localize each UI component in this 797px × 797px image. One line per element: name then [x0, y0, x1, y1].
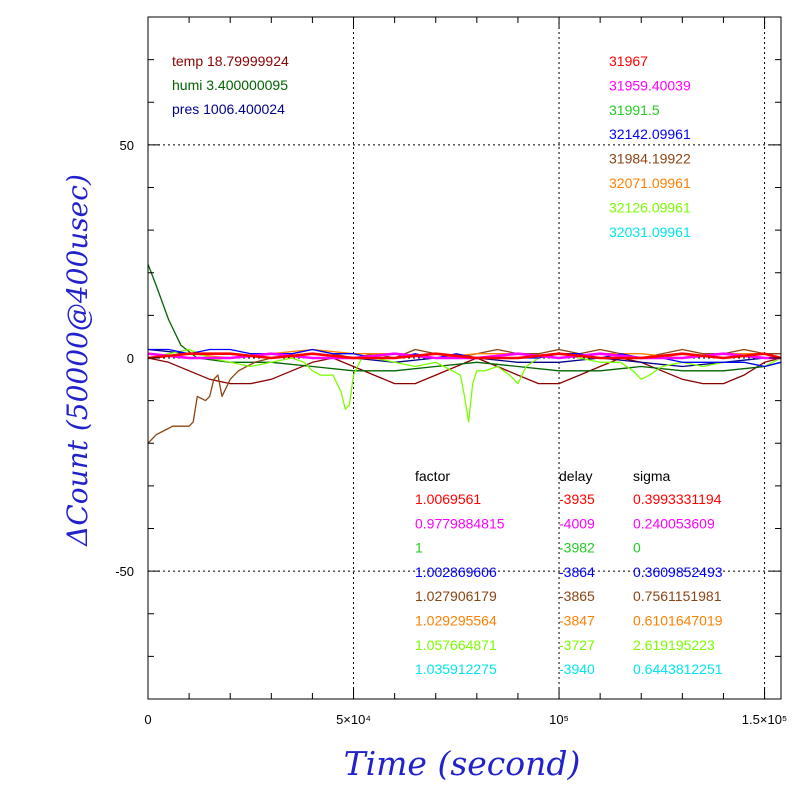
annotations: temp 18.79999924 humi 3.400000095 pres 100…	[172, 53, 723, 677]
table-header: delay	[559, 468, 592, 484]
series-line-8	[148, 352, 781, 360]
series-lines	[148, 263, 781, 444]
table-cell: 1.002869606	[415, 564, 497, 580]
count-value: 31959.40039	[609, 77, 691, 93]
table-header: factor	[415, 468, 450, 484]
tick-labels: 0 5×10⁴ 10⁵ 1.5×10⁵ 50 0 -50	[115, 138, 787, 727]
count-value: 31967	[609, 53, 648, 69]
y-tick-label: -50	[115, 564, 134, 579]
axis-ticks	[148, 17, 781, 699]
table-cell: -3865	[559, 588, 595, 604]
series-line-0	[148, 357, 781, 385]
table-cell: 0	[633, 540, 641, 556]
table-cell: 0.3993331194	[633, 491, 722, 507]
table-cell: 1.0069561	[415, 491, 481, 507]
table-cell: -3935	[559, 491, 595, 507]
table-cell: 1.057664871	[415, 637, 497, 653]
count-value: 31984.19922	[609, 151, 691, 167]
x-tick-label: 10⁵	[549, 712, 569, 727]
count-value: 32071.09961	[609, 175, 691, 191]
table-cell: -4009	[559, 515, 595, 531]
table-cell: -3940	[559, 661, 595, 677]
y-axis-title: ΔCount (50000@400usec)	[61, 174, 94, 547]
table-cell: 1	[415, 540, 423, 556]
x-tick-label: 1.5×10⁵	[742, 712, 788, 727]
y-tick-label: 50	[120, 138, 134, 153]
x-tick-label: 5×10⁴	[336, 712, 371, 727]
count-value: 32126.09961	[609, 199, 691, 215]
table-cell: 1.035912275	[415, 661, 497, 677]
count-value: 32142.09961	[609, 126, 691, 142]
env-reading: temp 18.79999924	[172, 53, 289, 69]
x-axis-title: Time (second)	[344, 744, 581, 783]
table-cell: 0.6443812251	[633, 661, 723, 677]
plot-frame	[147, 16, 782, 700]
count-value: 31991.5	[609, 102, 660, 118]
table-cell: 0.7561151981	[633, 588, 722, 604]
env-reading: pres 1006.400024	[172, 101, 285, 117]
table-header: sigma	[633, 468, 671, 484]
table-cell: 1.027906179	[415, 588, 497, 604]
table-cell: -3727	[559, 637, 595, 653]
env-reading: humi 3.400000095	[172, 77, 288, 93]
table-cell: 2.619195223	[633, 637, 715, 653]
table-cell: 0.240053609	[633, 515, 715, 531]
series-line-5	[148, 348, 781, 423]
x-tick-label: 0	[144, 712, 151, 727]
table-cell: 0.9779884815	[415, 515, 505, 531]
table-cell: -3982	[559, 540, 595, 556]
table-cell: -3847	[559, 613, 595, 629]
table-cell: 0.6101647019	[633, 613, 723, 629]
series-line-1	[148, 263, 781, 372]
table-cell: 1.029295564	[415, 613, 497, 629]
table-cell: 0.3609852493	[633, 564, 723, 580]
table-cell: -3864	[559, 564, 595, 580]
count-value: 32031.09961	[609, 224, 691, 240]
y-tick-label: 0	[127, 351, 134, 366]
